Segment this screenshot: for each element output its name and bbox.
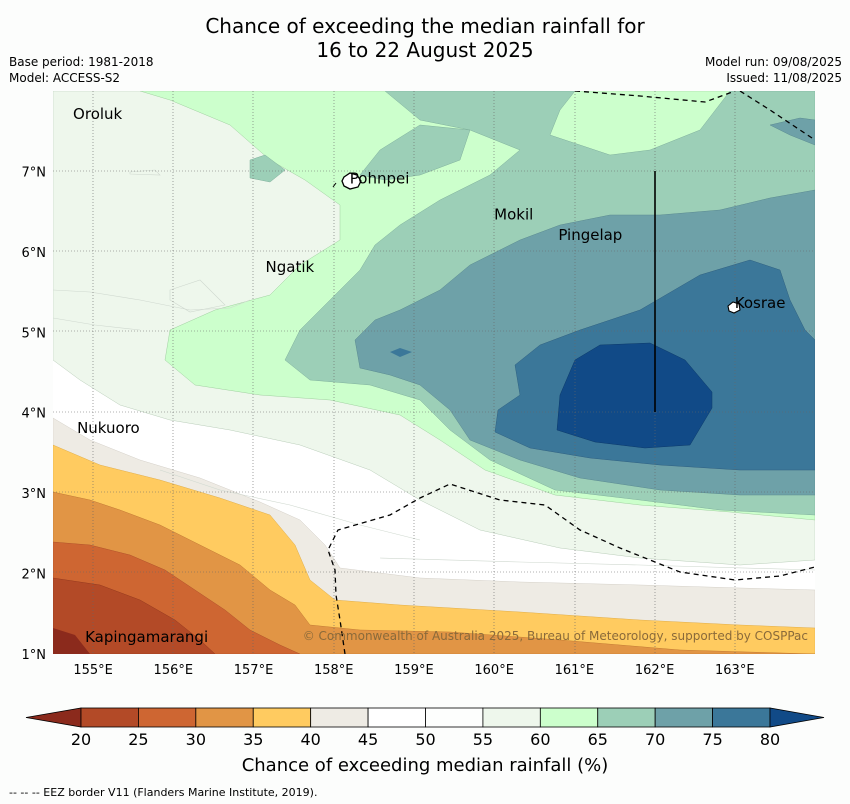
colorbar-segment bbox=[310, 707, 369, 728]
colorbar-tick-label: 55 bbox=[473, 730, 493, 749]
lon-tick-label: 159°E bbox=[394, 663, 434, 678]
lon-tick-label: 161°E bbox=[555, 663, 595, 678]
colorbar-segment bbox=[367, 707, 426, 728]
band-65-70-patch bbox=[359, 124, 471, 181]
lat-tick-label: 4°N bbox=[22, 407, 47, 422]
pohnpei-island-icon bbox=[341, 172, 362, 190]
lon-tick-label: 156°E bbox=[154, 663, 194, 678]
lat-tick-label: 1°N bbox=[22, 648, 47, 663]
place-label-nukuoro: Nukuoro bbox=[77, 419, 140, 437]
place-label-ngatik: Ngatik bbox=[266, 258, 315, 276]
colorbar-segment bbox=[482, 707, 541, 728]
lat-tick-label: 7°N bbox=[22, 165, 47, 180]
colorbar-tick-label: 75 bbox=[702, 730, 722, 749]
graticule bbox=[53, 91, 815, 654]
colorbar-segment bbox=[138, 707, 197, 728]
longitude-tick-labels: 155°E 156°E 157°E 158°E 159°E 160°E 161°E 162°E… bbox=[73, 663, 754, 678]
place-label-oroluk: Oroluk bbox=[73, 105, 122, 123]
band-65-70-patch-2 bbox=[249, 154, 286, 183]
lat-tick-label: 6°N bbox=[22, 246, 47, 261]
lat-tick-label: 5°N bbox=[22, 326, 47, 341]
colorbar-title: Chance of exceeding median rainfall (%) bbox=[241, 755, 609, 776]
contour-line-55-inner bbox=[129, 169, 226, 313]
band-below-20 bbox=[53, 628, 90, 654]
colorbar-segment bbox=[252, 707, 312, 728]
colorbar-segment bbox=[654, 707, 713, 728]
place-label-pingelap: Pingelap bbox=[558, 226, 622, 244]
kosrae-island-icon bbox=[727, 301, 741, 314]
band-20-25 bbox=[53, 577, 216, 654]
issued-label: Issued: 11/08/2025 bbox=[726, 71, 842, 85]
copyright-text: © Commonwealth of Australia 2025, Bureau… bbox=[303, 629, 808, 643]
colorbar-tick-label: 70 bbox=[645, 730, 665, 749]
lon-tick-label: 160°E bbox=[474, 663, 514, 678]
lon-tick-label: 163°E bbox=[715, 663, 755, 678]
colorbar-tick-label: 50 bbox=[415, 730, 435, 749]
contour-fields bbox=[53, 91, 815, 654]
colorbar bbox=[25, 707, 825, 728]
eez-legend-note: -- -- -- EEZ border V11 (Flanders Marine… bbox=[9, 786, 318, 799]
colorbar-tick-label: 45 bbox=[358, 730, 378, 749]
colorbar-high-extend bbox=[769, 707, 825, 728]
colorbar-tick-label: 60 bbox=[530, 730, 550, 749]
lat-tick-label: 3°N bbox=[22, 487, 47, 502]
colorbar-low-extend bbox=[25, 707, 82, 728]
colorbar-segment bbox=[712, 707, 771, 728]
colorbar-tick-label: 20 bbox=[71, 730, 91, 749]
pohnpei-reef-mark bbox=[332, 182, 337, 188]
colorbar-segment bbox=[80, 707, 139, 728]
eez-borders bbox=[327, 91, 815, 654]
band-75-80-patch bbox=[390, 348, 412, 357]
lon-tick-label: 162°E bbox=[635, 663, 675, 678]
model-label: Model: ACCESS-S2 bbox=[9, 71, 121, 85]
colorbar-tick-label: 35 bbox=[243, 730, 263, 749]
latitude-tick-labels: 7°N 6°N 5°N 4°N 3°N 2°N 1°N bbox=[22, 165, 47, 663]
contour-line-50 bbox=[53, 289, 815, 571]
place-label-kapingamarangi: Kapingamarangi bbox=[85, 628, 208, 646]
band-30-35 bbox=[53, 491, 815, 654]
lon-tick-label: 157°E bbox=[234, 663, 274, 678]
place-label-pohnpei: Pohnpei bbox=[350, 169, 410, 187]
place-labels: Oroluk Pohnpei Mokil Pingelap Ngatik Kosrae Nu… bbox=[73, 105, 785, 646]
colorbar-segment bbox=[597, 707, 656, 728]
lat-tick-label: 2°N bbox=[22, 568, 47, 583]
place-label-kosrae: Kosrae bbox=[735, 294, 786, 312]
band-above-80 bbox=[556, 342, 713, 449]
map-title: Chance of exceeding the median rainfall … bbox=[0, 14, 850, 62]
colorbar-segment bbox=[425, 707, 484, 728]
colorbar-segment bbox=[195, 707, 254, 728]
meta-left: Base period: 1981-2018 Model: ACCESS-S2 bbox=[9, 54, 154, 86]
colorbar-tick-label: 25 bbox=[128, 730, 148, 749]
colorbar-tick-labels: 20 25 30 35 40 45 50 55 60 65 70 75 80 bbox=[71, 730, 780, 749]
meta-right: Model run: 09/08/2025 Issued: 11/08/2025 bbox=[705, 54, 842, 86]
colorbar-tick-label: 65 bbox=[588, 730, 608, 749]
title-line-2: 16 to 22 August 2025 bbox=[316, 38, 534, 62]
title-line-1: Chance of exceeding the median rainfall … bbox=[205, 14, 645, 38]
colorbar-tick-label: 80 bbox=[760, 730, 780, 749]
place-label-mokil: Mokil bbox=[494, 206, 533, 224]
band-70-75-patch bbox=[769, 117, 815, 146]
base-period-label: Base period: 1981-2018 bbox=[9, 55, 154, 69]
colorbar-segment bbox=[539, 707, 599, 728]
model-run-label: Model run: 09/08/2025 bbox=[704, 55, 842, 69]
lon-tick-label: 155°E bbox=[73, 663, 113, 678]
colorbar-tick-label: 30 bbox=[186, 730, 206, 749]
colorbar-tick-label: 40 bbox=[300, 730, 320, 749]
lon-tick-label: 158°E bbox=[314, 663, 354, 678]
